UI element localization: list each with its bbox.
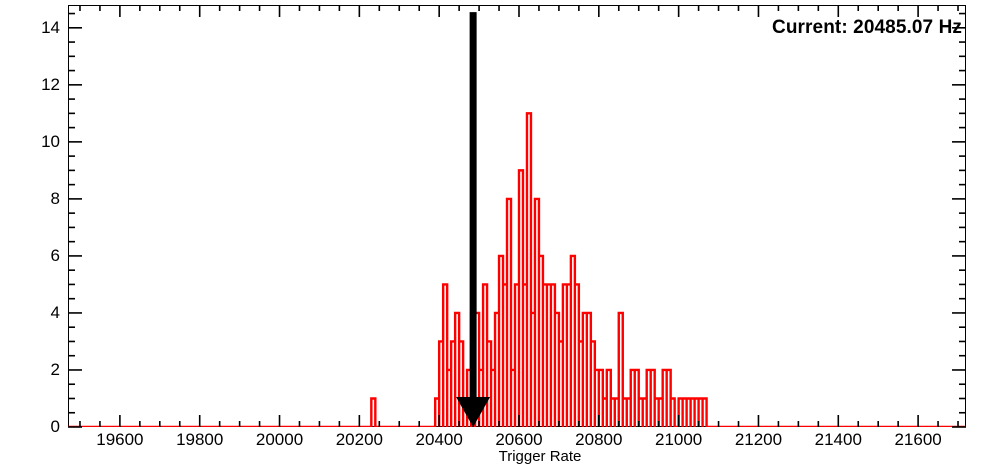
y-tick-label: 14: [41, 17, 60, 37]
x-tick-label: 19800: [176, 430, 224, 449]
y-tick-label: 6: [50, 245, 60, 265]
plot-frame: [68, 5, 966, 427]
x-tick-label: 21200: [734, 430, 783, 449]
x-tick-label: 20400: [415, 430, 463, 449]
y-tick-label: 12: [41, 74, 60, 94]
x-axis-title: Trigger Rate: [0, 448, 996, 465]
x-tick-label: 19600: [96, 430, 144, 449]
current-value-label: Current: 20485.07 Hz: [772, 17, 962, 38]
x-tick-label: 20600: [495, 430, 543, 449]
y-tick-label: 8: [50, 188, 60, 208]
histogram-outline: [68, 112, 966, 427]
y-tick-label: 2: [50, 359, 60, 379]
x-tick-label: 20800: [575, 430, 623, 449]
y-tick-label: 10: [41, 131, 60, 151]
x-tick-label: 20200: [335, 430, 383, 449]
y-tick-label: 4: [50, 302, 60, 322]
x-axis-title-text: Trigger Rate: [498, 448, 582, 465]
x-tick-label: 21400: [814, 430, 862, 449]
x-tick-label: 21600: [894, 430, 942, 449]
x-tick-label: 20000: [255, 430, 304, 449]
histogram-series: [68, 112, 966, 427]
y-tick-label: 0: [50, 417, 60, 436]
x-tick-label: 21000: [654, 430, 703, 449]
